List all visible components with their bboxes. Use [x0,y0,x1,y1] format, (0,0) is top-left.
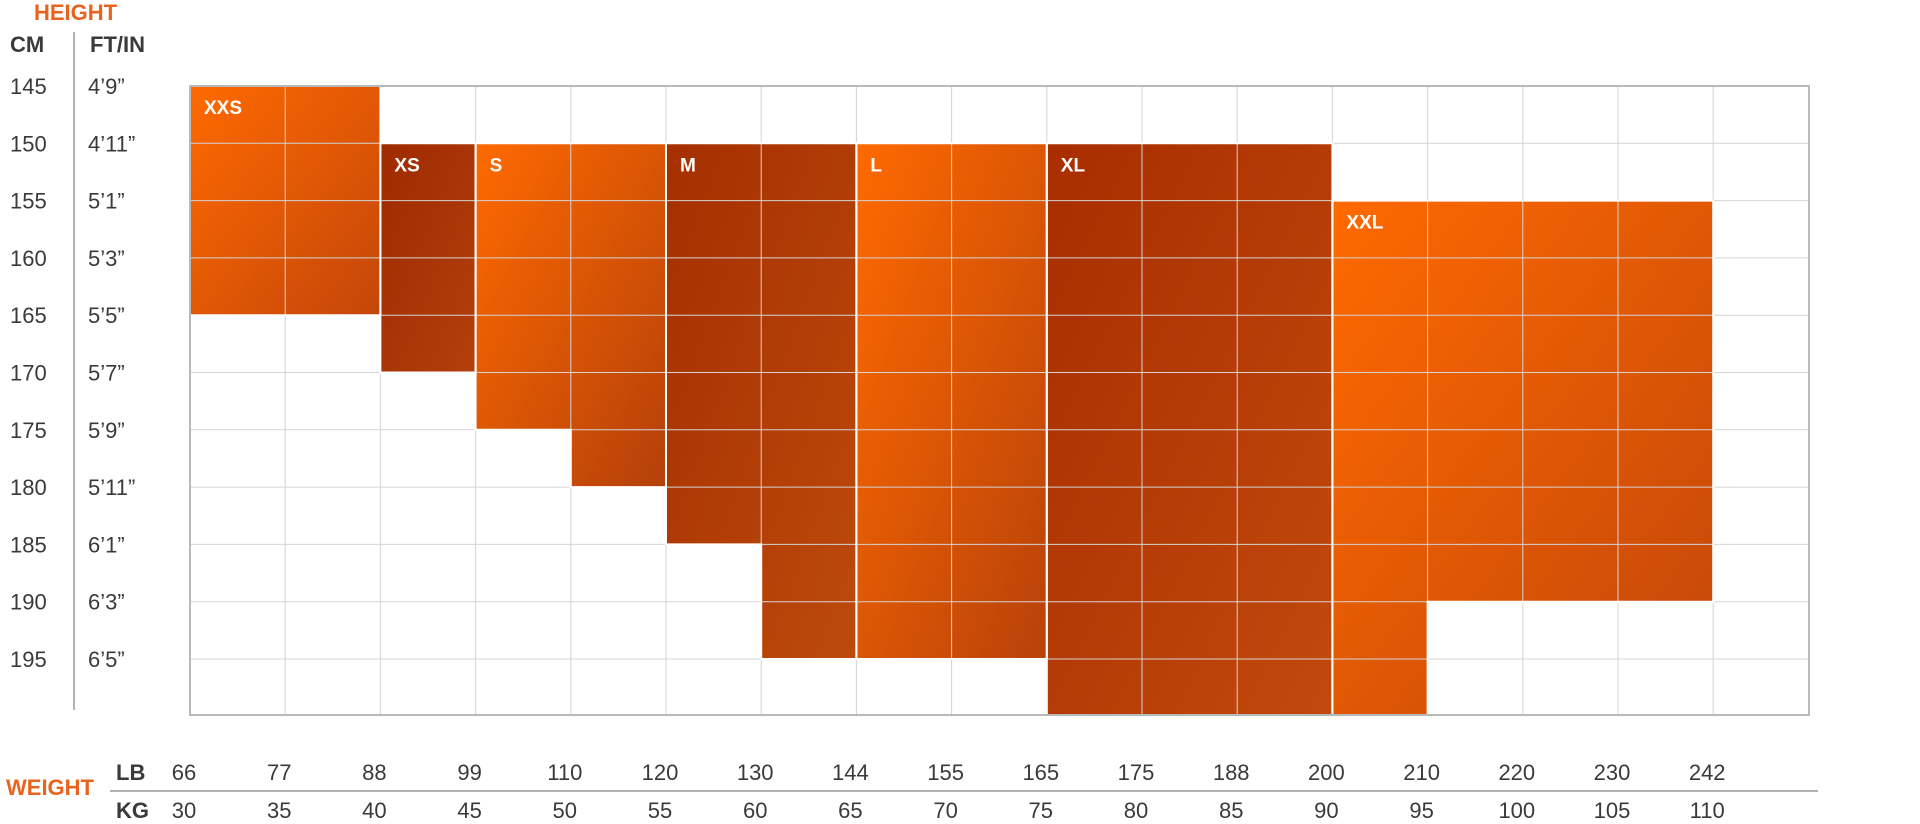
weight-tick-kg: 45 [457,798,481,823]
weight-tick-kg: 35 [267,798,291,823]
height-tick-ftin: 5’7” [88,361,125,386]
weight-tick-kg: 110 [1690,798,1725,823]
weight-tick-lb: 120 [642,760,679,785]
height-tick-ftin: 5’5” [88,303,125,328]
size-label-xxs: XXS [204,98,242,119]
size-label-xl: XL [1061,155,1086,176]
height-tick-ftin: 5’1” [88,189,125,214]
weight-tick-kg: 70 [933,798,957,823]
weight-tick-lb: 77 [267,760,291,785]
weight-tick-lb: 99 [457,760,481,785]
weight-tick-kg: 80 [1124,798,1148,823]
weight-tick-kg: 40 [362,798,386,823]
size-label-xxl: XXL [1346,213,1383,234]
weight-tick-lb: 200 [1308,760,1345,785]
weight-tick-kg: 65 [838,798,862,823]
weight-tick-kg: 85 [1219,798,1243,823]
weight-tick-lb: 188 [1213,760,1250,785]
weight-tick-kg: 100 [1498,798,1535,823]
weight-tick-kg: 55 [648,798,672,823]
weight-ticks: 66 77 88 99 110 120 130 144 155 165 175 188 200 210 22… [172,760,1726,823]
weight-tick-lb: 210 [1403,760,1440,785]
weight-tick-lb: 155 [927,760,964,785]
size-band-outlines [189,85,1715,718]
weight-tick-lb: 165 [1022,760,1059,785]
size-band-outline-xl [1045,142,1334,718]
height-tick-ftin: 6’1” [88,532,125,557]
size-label-m: M [680,155,696,176]
height-tick-cm: 190 [10,590,47,615]
weight-tick-lb: 175 [1118,760,1155,785]
chart-frame [189,85,1810,716]
size-label-xs: XS [394,155,419,176]
height-tick-cm: 180 [10,475,47,500]
height-tick-ftin: 5’3” [88,246,125,271]
height-tick-cm: 175 [10,418,47,443]
weight-tick-kg: 60 [743,798,767,823]
weight-tick-kg: 90 [1314,798,1338,823]
size-band-outline-l [855,142,1048,660]
height-tick-cm: 150 [10,131,47,156]
height-tick-cm: 145 [10,74,47,99]
lb-row-header: LB [116,760,145,785]
height-tick-ftin: 6’5” [88,647,125,672]
height-tick-cm: 195 [10,647,47,672]
height-ticks: 145 4’9” 150 4’11” 155 5’1” 160 5’3” 165 5’5” 170 5… [10,74,135,672]
height-tick-ftin: 4’11” [88,131,135,156]
height-tick-ftin: 5’11” [88,475,135,500]
weight-tick-lb: 110 [547,760,582,785]
height-tick-cm: 170 [10,361,47,386]
height-tick-ftin: 4’9” [88,74,125,99]
kg-row-header: KG [116,798,149,823]
size-label-l: L [870,155,882,176]
height-tick-ftin: 5’9” [88,418,125,443]
weight-tick-kg: 95 [1409,798,1433,823]
size-labels: XXS XS S M L XL XXL [204,98,1384,234]
weight-tick-lb: 230 [1594,760,1631,785]
cm-column-header: CM [10,32,44,57]
ftin-column-header: FT/IN [90,32,145,57]
weight-tick-kg: 105 [1594,798,1631,823]
height-tick-cm: 160 [10,246,47,271]
weight-tick-lb: 242 [1689,760,1726,785]
weight-tick-lb: 144 [832,760,869,785]
height-axis-title: HEIGHT [34,0,118,25]
height-tick-cm: 185 [10,532,47,557]
weight-tick-lb: 66 [172,760,196,785]
height-tick-ftin: 6’3” [88,590,125,615]
size-band-outline-xxl [1331,199,1715,718]
weight-tick-lb: 130 [737,760,774,785]
weight-tick-kg: 50 [553,798,577,823]
weight-tick-kg: 75 [1029,798,1053,823]
height-tick-cm: 155 [10,189,47,214]
weight-tick-kg: 30 [172,798,196,823]
height-tick-cm: 165 [10,303,47,328]
weight-axis-title: WEIGHT [6,775,95,800]
size-label-s: S [490,155,503,176]
weight-tick-lb: 220 [1498,760,1535,785]
weight-tick-lb: 88 [362,760,386,785]
